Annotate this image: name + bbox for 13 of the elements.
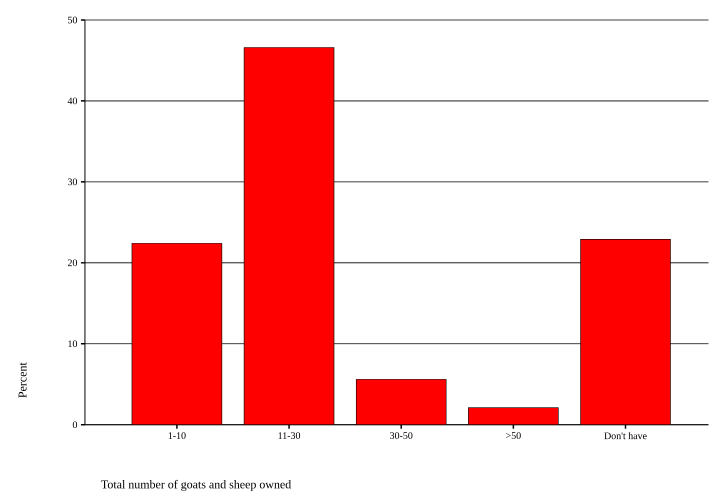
y-tick-label: 0 [72, 422, 78, 428]
x-tick-label: Don't have [604, 432, 647, 440]
y-axis-title: Percent [18, 362, 27, 398]
x-axis-title: Total number of goats and sheep owned [101, 480, 292, 492]
y-tick-label: 10 [68, 340, 78, 348]
x-tick-label: >50 [506, 432, 521, 440]
y-tick-label: 40 [68, 98, 78, 104]
y-tick-label: 20 [68, 260, 78, 266]
y-tick-label: 50 [68, 16, 78, 24]
x-tick-label: 11-30 [278, 432, 300, 440]
y-tick-label: 30 [68, 178, 78, 186]
x-tick-label: 30-50 [390, 432, 412, 440]
x-tick-label: 1-10 [168, 432, 186, 440]
